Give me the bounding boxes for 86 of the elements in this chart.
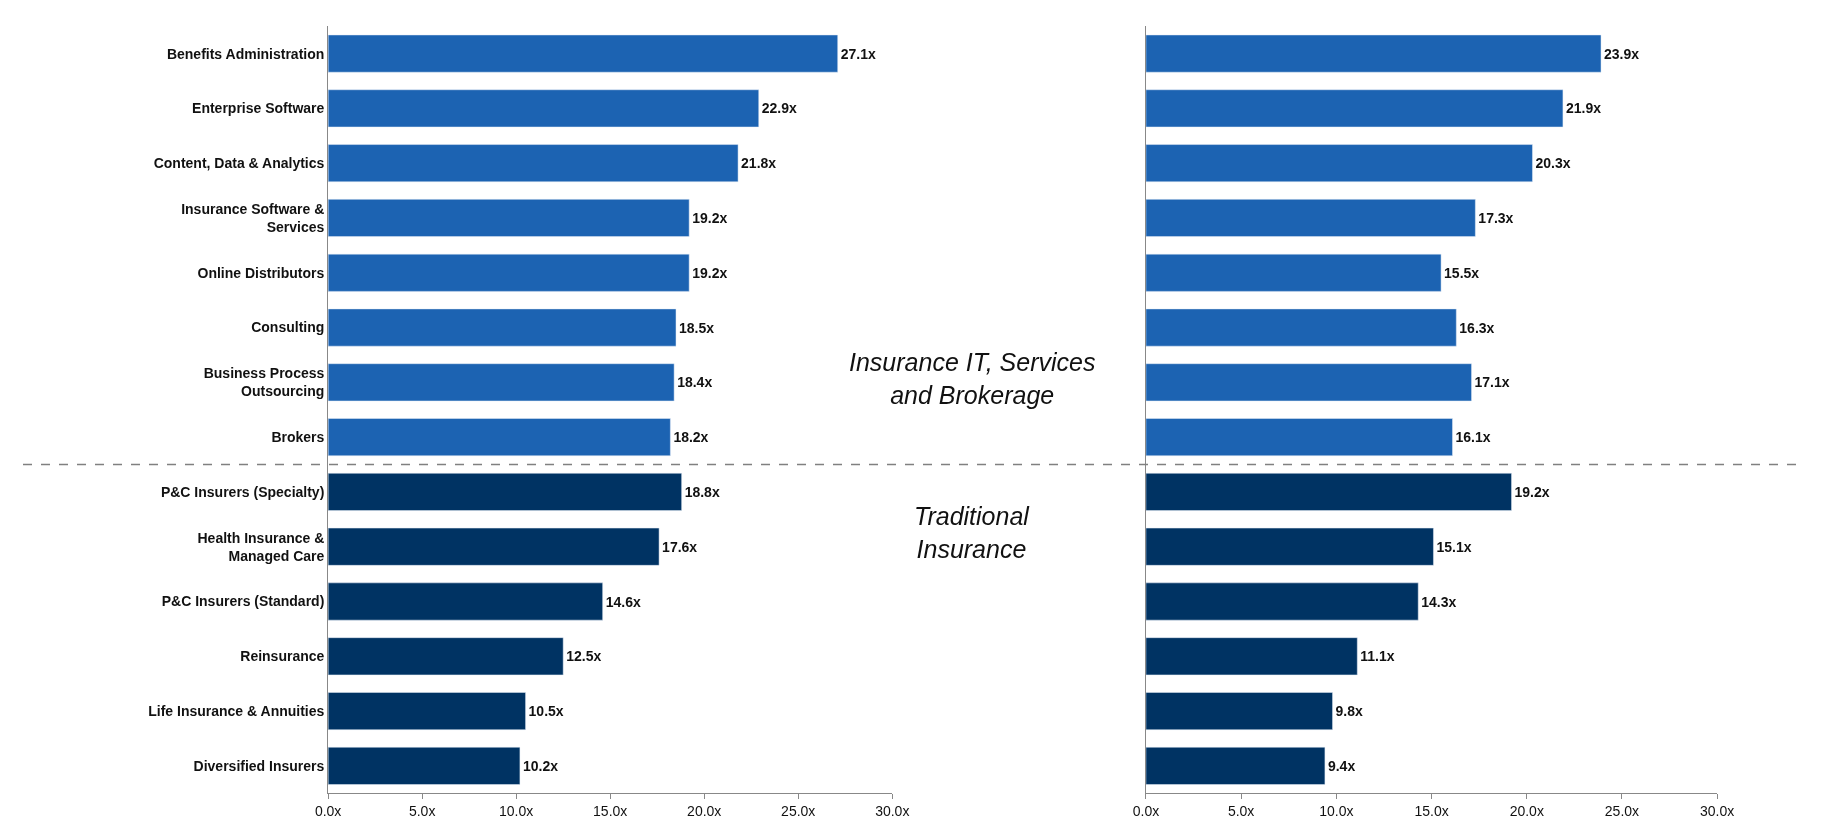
y-tick-label: Diversified Insurers bbox=[193, 757, 325, 774]
y-tick-label: Consulting bbox=[251, 319, 325, 336]
x-tick-label: 10.0x bbox=[499, 803, 534, 820]
bar bbox=[1145, 199, 1476, 237]
data-label: 21.8x bbox=[741, 155, 777, 172]
y-tick-label: Benefits Administration bbox=[166, 45, 325, 62]
y-tick-label: Reinsurance bbox=[240, 648, 325, 665]
bar bbox=[328, 34, 838, 73]
bar bbox=[1145, 34, 1602, 73]
data-label: 10.2x bbox=[522, 757, 559, 774]
y-tick-label: Content, Data & Analytics bbox=[153, 155, 325, 172]
bar bbox=[1145, 747, 1326, 785]
x-tick-label: 5.0x bbox=[408, 803, 436, 820]
data-label: 14.6x bbox=[605, 593, 641, 610]
bar bbox=[328, 527, 660, 566]
bar bbox=[328, 199, 690, 237]
text: Traditional Insurance bbox=[914, 502, 1031, 563]
data-label: 18.8x bbox=[684, 483, 720, 500]
data-label: 17.1x bbox=[1474, 374, 1510, 391]
data-label: 19.2x bbox=[692, 209, 728, 226]
y-tick-label: P&C Insurers (Standard) bbox=[161, 593, 325, 610]
data-label: 22.9x bbox=[761, 100, 797, 117]
y-tick-label: Online Distributors bbox=[197, 264, 325, 281]
x-tick-label: 5.0x bbox=[1227, 803, 1255, 820]
bar bbox=[1145, 253, 1442, 292]
data-label: 23.9x bbox=[1604, 45, 1640, 62]
data-label: 10.5x bbox=[528, 703, 564, 720]
x-tick-label: 15.0x bbox=[593, 803, 628, 820]
y-tick-label: Insurance Software & Services bbox=[181, 200, 325, 235]
bar bbox=[328, 637, 564, 676]
data-label: 12.5x bbox=[566, 648, 602, 665]
data-label: 21.9x bbox=[1565, 100, 1602, 117]
data-label: 15.1x bbox=[1436, 538, 1472, 555]
data-label: 18.4x bbox=[677, 374, 713, 391]
data-label: 19.2x bbox=[1514, 483, 1550, 500]
x-tick-label: 25.0x bbox=[781, 803, 816, 820]
bar bbox=[328, 692, 526, 730]
bar bbox=[1145, 692, 1333, 730]
x-tick-label: 30.0x bbox=[875, 803, 910, 820]
bar bbox=[1145, 144, 1533, 183]
bar bbox=[1145, 527, 1434, 566]
x-tick-label: 0.0x bbox=[314, 803, 342, 820]
bar bbox=[1145, 637, 1358, 676]
data-label: 20.3x bbox=[1535, 155, 1571, 172]
x-tick-label: 30.0x bbox=[1700, 803, 1735, 820]
data-label: 27.1x bbox=[840, 45, 876, 62]
bar bbox=[328, 747, 521, 785]
data-label: 15.5x bbox=[1444, 264, 1480, 281]
data-label: 18.2x bbox=[673, 429, 709, 446]
bar bbox=[328, 473, 682, 511]
bar bbox=[328, 582, 603, 621]
y-tick-label: P&C Insurers (Specialty) bbox=[160, 483, 325, 500]
y-tick-label: Health Insurance & Managed Care bbox=[197, 529, 325, 564]
bar bbox=[1145, 582, 1419, 621]
y-tick-label: Brokers bbox=[271, 429, 325, 446]
x-tick-label: 0.0x bbox=[1132, 803, 1160, 820]
bar bbox=[1145, 89, 1564, 128]
data-label: 11.1x bbox=[1360, 648, 1395, 665]
x-tick-label: 25.0x bbox=[1604, 803, 1640, 820]
data-label: 18.5x bbox=[679, 319, 715, 336]
bar bbox=[328, 308, 677, 347]
annotation: Insurance IT, Services and Brokerage bbox=[849, 348, 1096, 409]
data-label: 17.6x bbox=[662, 538, 698, 555]
y-tick-label: Business Process Outsourcing bbox=[203, 365, 325, 400]
data-label: 14.3x bbox=[1421, 593, 1457, 610]
x-tick-label: 10.0x bbox=[1319, 803, 1354, 820]
data-label: 19.2x bbox=[692, 264, 728, 281]
bar bbox=[1145, 308, 1457, 347]
data-label: 9.4x bbox=[1327, 757, 1356, 774]
data-label: 16.1x bbox=[1455, 429, 1491, 446]
x-tick-label: 20.0x bbox=[1509, 803, 1544, 820]
y-tick-label: Life Insurance & Annuities bbox=[148, 702, 325, 719]
x-tick-label: 20.0x bbox=[687, 803, 722, 820]
y-tick-label: Enterprise Software bbox=[192, 100, 325, 117]
bar bbox=[328, 89, 759, 128]
x-tick-label: 15.0x bbox=[1414, 803, 1449, 820]
data-label: 9.8x bbox=[1335, 703, 1363, 720]
bar bbox=[1145, 418, 1453, 457]
bar bbox=[1145, 363, 1472, 402]
bar bbox=[328, 418, 671, 457]
bar bbox=[328, 253, 690, 292]
bar bbox=[328, 144, 739, 183]
data-label: 16.3x bbox=[1459, 319, 1495, 336]
data-label: 17.3x bbox=[1478, 209, 1514, 226]
bar bbox=[1145, 473, 1512, 511]
bar bbox=[328, 363, 675, 402]
